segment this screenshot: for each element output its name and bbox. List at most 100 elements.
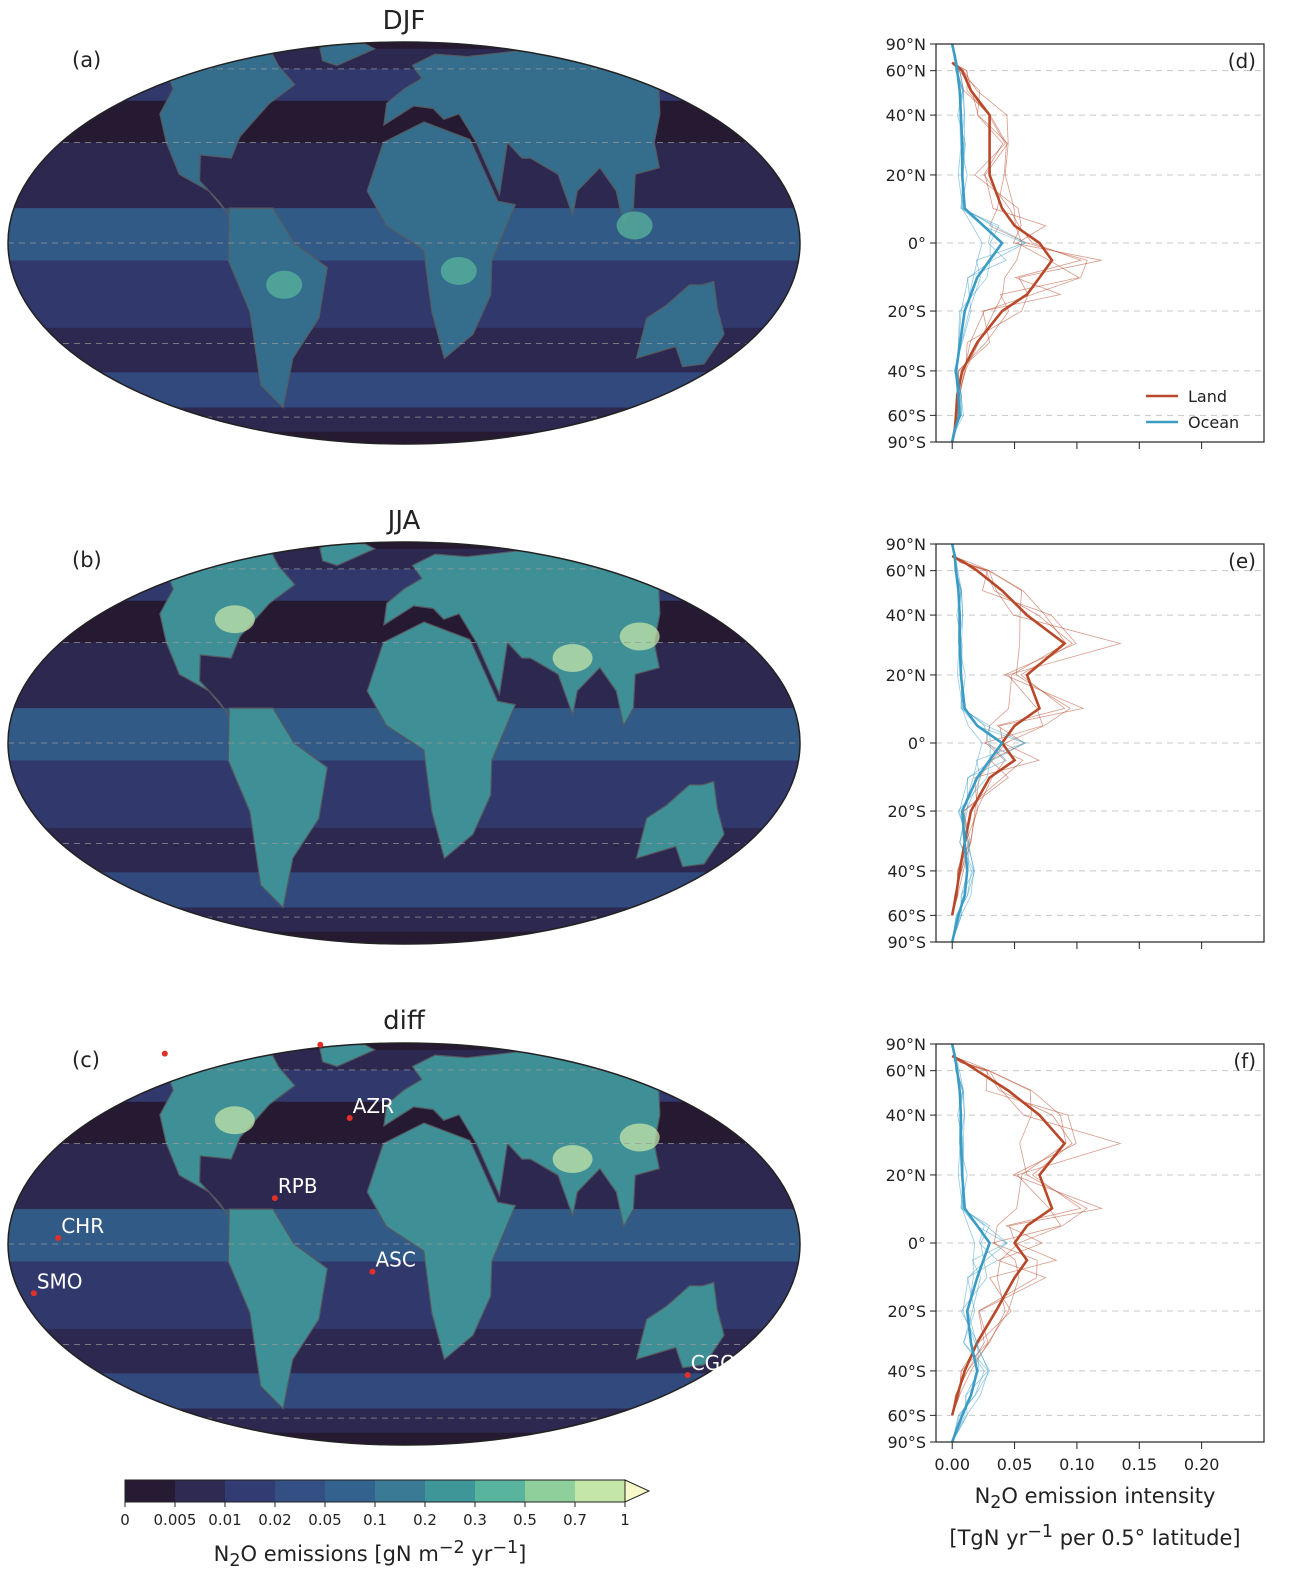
profile-panel-f: 90°N 60°N 40°N 20°N 0° 20°S 40°S 60°S 90°S 0.00 0.… [886,1035,1265,1474]
colorbar-tick-label: 0.05 [308,1511,341,1529]
profile-line-land [950,61,1054,443]
profile-ytick-label: 90°N [886,35,926,54]
profile-ytick-label: 0° [908,1234,926,1253]
colorbar: 0 0.005 0.01 0.02 0.05 0.1 0.2 0.3 0.5 0.7 1 [120,1479,651,1529]
colorbar-segment [225,1480,275,1502]
profile-ytick-label: 20°N [886,666,926,685]
continent-namerica [120,51,296,216]
profile-ytick-label: 40°S [887,362,926,381]
emission-hotspot [266,270,303,299]
station-label: SMO [37,1269,83,1293]
emission-hotspot [552,1145,593,1174]
profile-ytick-label: 40°N [886,606,926,625]
panel-letter: (b) [72,548,102,572]
profile-ytick-label: 0° [908,234,926,253]
profile-ytick-label: 20°N [886,166,926,185]
colorbar-segment [575,1480,625,1502]
panel-letter: (d) [1228,49,1256,73]
emission-hotspot [440,256,477,285]
profile-ensemble-line [951,1055,1067,1416]
emission-hotspot [552,644,593,673]
colorbar-segment [175,1480,225,1502]
profile-ytick-label: 90°S [887,933,926,952]
profile-xtick-label: 0.05 [997,1455,1033,1474]
panel-letter: (a) [72,48,102,72]
emission-hotspot [214,605,255,634]
continent-eurasia [383,46,699,228]
colorbar-tick-label: 1 [620,1511,630,1529]
profile-ytick-label: 40°N [886,106,926,125]
station-label: AZR [353,1094,394,1118]
colorbar-tick-label: 0.5 [513,1511,537,1529]
profile-ensemble-line [951,555,1073,916]
continent-africa [366,121,517,360]
profile-ytick-label: 60°N [886,1062,926,1081]
profile-ytick-label: 20°S [887,802,926,821]
profile-xtick-label: 0.10 [1059,1455,1095,1474]
station-label: ALT [323,1021,358,1045]
profile-frame [935,43,1265,443]
profile-ytick-label: 40°S [887,1362,926,1381]
profile-ytick-label: 90°S [887,1433,926,1452]
emission-hotspot [619,1123,660,1152]
colorbar-tick-label: 0.3 [463,1511,487,1529]
profile-ensemble-line [951,555,1071,916]
continent-africa [366,621,517,860]
emission-hotspot [616,211,653,240]
continent-eurasia [383,546,699,728]
station-marker [271,1195,278,1202]
profile-ytick-label: 0° [908,734,926,753]
profile-ensemble-line [951,543,1008,943]
continent-australia [635,1281,725,1369]
profile-ytick-label: 60°S [887,1406,926,1425]
continent-samerica [227,207,328,409]
colorbar-label-text: N2O emissions [gN m−2 yr−1] [213,1538,527,1572]
colorbar-label: N2O emissions [gN m−2 yr−1] [110,1538,630,1571]
profile-line-land [950,1054,1067,1416]
continent-africa [366,1122,517,1361]
profile-ensemble-line [951,62,1023,443]
continent-eurasia [383,1047,699,1229]
station-marker [55,1235,62,1242]
colorbar-tick-label: 0.005 [154,1511,197,1529]
station-label: ASC [375,1248,415,1272]
profile-line-ocean [950,1043,992,1443]
profile-panel-e: 90°N 60°N 40°N 20°N 0° 20°S 40°S 60°S 90°S (e) [886,535,1265,952]
colorbar-segment [325,1480,375,1502]
colorbar-tick-label: 0.7 [563,1511,587,1529]
profile-ytick-label: 40°S [887,862,926,881]
profile-ensemble-line [951,43,983,443]
station-marker [684,1372,691,1379]
continent-australia [635,780,725,868]
profile-ytick-label: 60°S [887,906,926,925]
continent-namerica [120,551,296,716]
continent-namerica [120,1052,296,1217]
continent-samerica [227,707,328,909]
ocean-band [8,1043,800,1050]
map-c: BRW ALT AZR RPB CHR SMO ASC CGO [7,1021,801,1446]
station-marker [161,1050,168,1057]
colorbar-segment [525,1480,575,1502]
colorbar-segment [275,1480,325,1502]
profile-line-ocean [950,543,1004,943]
map-title: JJA [387,506,421,536]
profile-ytick-label: 60°N [886,62,926,81]
profile-ytick-label: 40°N [886,1106,926,1125]
profile-ensemble-line [951,62,1088,443]
profile-ensemble-line [951,1043,989,1443]
station-label: CHR [61,1214,104,1238]
ocean-band [8,542,800,549]
emission-hotspot [619,622,660,651]
profile-ensemble-line [951,543,983,943]
profile-frame [935,1043,1265,1443]
profile-ytick-label: 60°S [887,406,926,425]
profile-ytick-label: 20°N [886,1166,926,1185]
legend-label: Ocean [1188,413,1239,432]
continent-australia [635,280,725,368]
emission-hotspot [214,1106,255,1135]
map-border [7,541,801,945]
profile-ytick-label: 60°N [886,562,926,581]
panel-letter: (f) [1233,1049,1256,1073]
station-marker [346,1115,353,1122]
